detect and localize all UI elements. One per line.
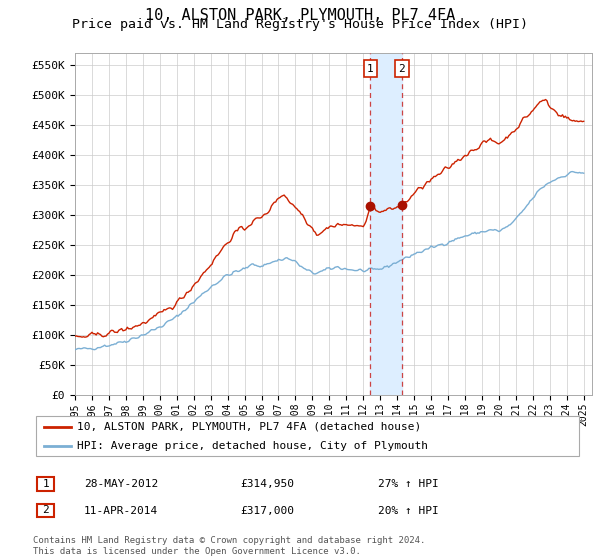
Bar — [370, 53, 402, 395]
Text: Price paid vs. HM Land Registry's House Price Index (HPI): Price paid vs. HM Land Registry's House … — [72, 18, 528, 31]
Text: 10, ALSTON PARK, PLYMOUTH, PL7 4FA (detached house): 10, ALSTON PARK, PLYMOUTH, PL7 4FA (deta… — [77, 422, 421, 432]
Text: 11-APR-2014: 11-APR-2014 — [84, 506, 158, 516]
Text: 2: 2 — [42, 506, 49, 515]
Text: HPI: Average price, detached house, City of Plymouth: HPI: Average price, detached house, City… — [77, 441, 428, 451]
Text: 27% ↑ HPI: 27% ↑ HPI — [378, 479, 439, 489]
Text: £317,000: £317,000 — [240, 506, 294, 516]
Text: 1: 1 — [367, 64, 374, 73]
Text: 28-MAY-2012: 28-MAY-2012 — [84, 479, 158, 489]
Text: Contains HM Land Registry data © Crown copyright and database right 2024.
This d: Contains HM Land Registry data © Crown c… — [33, 536, 425, 556]
Text: 1: 1 — [42, 479, 49, 489]
Text: £314,950: £314,950 — [240, 479, 294, 489]
Text: 2: 2 — [398, 64, 406, 73]
Text: 10, ALSTON PARK, PLYMOUTH, PL7 4FA: 10, ALSTON PARK, PLYMOUTH, PL7 4FA — [145, 8, 455, 24]
Text: 20% ↑ HPI: 20% ↑ HPI — [378, 506, 439, 516]
